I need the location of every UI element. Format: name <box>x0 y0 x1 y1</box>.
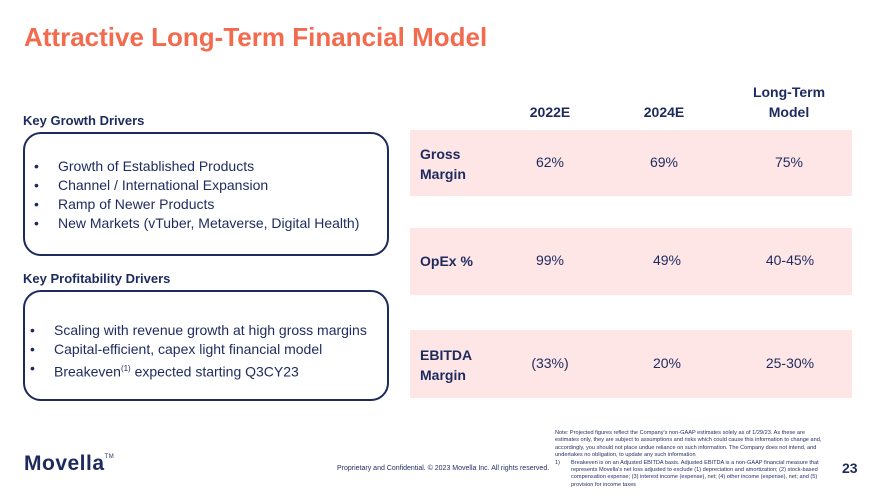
projection-note: Note: Projected figures reflect the Comp… <box>555 430 822 459</box>
growth-driver-item: Ramp of Newer Products <box>34 195 359 214</box>
page-title: Attractive Long-Term Financial Model <box>24 22 488 52</box>
footnote-number: 1) <box>555 459 560 466</box>
row-label-gross-margin: Gross Margin <box>420 146 466 182</box>
table-cell: 69% <box>649 154 679 170</box>
table-row-opex: OpEx % 99% 49% 40-45% <box>410 228 852 295</box>
breakeven-label: Breakeven <box>54 363 121 380</box>
footnote-text: Breakeven is on an Adjusted EBITDA basis… <box>571 459 819 488</box>
movella-logo: MovellaTM <box>24 452 114 476</box>
column-header-2024e: 2024E <box>643 104 685 120</box>
logo-trademark: TM <box>104 454 115 460</box>
page-number: 23 <box>842 460 858 476</box>
logo-wordmark: Movella <box>24 452 105 475</box>
table-cell: 75% <box>774 154 804 170</box>
table-cell: (33%) <box>531 355 569 371</box>
footnote-block: Note: Projected figures reflect the Comp… <box>555 430 827 489</box>
table-row-ebitda-margin: EBITDA Margin (33%) 20% 25-30% <box>410 330 852 398</box>
profitability-driver-item: Capital-efficient, capex light financial… <box>30 340 367 359</box>
profitability-driver-item: Breakeven(1) expected starting Q3CY23 <box>30 359 367 382</box>
footnote-marker: (1) <box>120 364 131 373</box>
table-cell: 20% <box>652 355 682 371</box>
growth-driver-item: Channel / International Expansion <box>34 176 359 195</box>
profitability-drivers-heading: Key Profitability Drivers <box>23 271 171 286</box>
profitability-drivers-box: Scaling with revenue growth at high gros… <box>23 290 389 401</box>
row-label-ebitda-margin: EBITDA Margin <box>420 347 472 383</box>
row-label-opex: OpEx % <box>420 253 473 269</box>
table-cell: 62% <box>535 154 565 170</box>
column-header-long-term-model: Long-Term Model <box>752 84 826 120</box>
breakeven-timing: expected starting Q3CY23 <box>130 363 299 380</box>
table-cell: 49% <box>652 252 682 268</box>
confidentiality-notice: Proprietary and Confidential. © 2023 Mov… <box>337 465 550 472</box>
table-cell: 25-30% <box>765 355 815 371</box>
growth-driver-item: Growth of Established Products <box>34 157 359 176</box>
growth-driver-item: New Markets (vTuber, Metaverse, Digital … <box>34 214 359 233</box>
growth-drivers-heading: Key Growth Drivers <box>23 113 145 128</box>
table-cell: 40-45% <box>765 252 815 268</box>
profitability-driver-item: Scaling with revenue growth at high gros… <box>30 321 367 340</box>
growth-drivers-box: Growth of Established Products Channel /… <box>23 132 389 256</box>
column-header-2022e: 2022E <box>529 104 571 120</box>
table-row-gross-margin: Gross Margin 62% 69% 75% <box>410 130 852 196</box>
table-cell: 99% <box>535 252 565 268</box>
